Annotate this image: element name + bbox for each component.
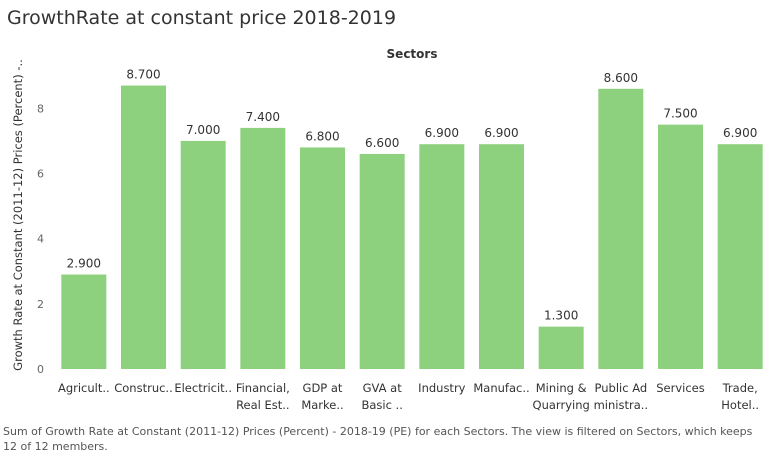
bars: 2.900 8.700 7.000 7.400 6.800 6.600 6.900 6.900… bbox=[61, 68, 763, 369]
data-label: 7.400 bbox=[246, 110, 280, 124]
y-tick-label: 0 bbox=[37, 363, 44, 376]
data-label: 1.300 bbox=[544, 309, 578, 323]
bar bbox=[419, 144, 465, 369]
bar bbox=[61, 274, 107, 369]
x-tick-label: Electricit.. bbox=[174, 381, 232, 395]
y-tick-label: 8 bbox=[37, 102, 44, 115]
y-tick-label: 2 bbox=[37, 298, 44, 311]
x-tick-label: GVA at bbox=[363, 381, 403, 395]
x-tick-label: ministra.. bbox=[594, 398, 648, 412]
y-axis-title: Growth Rate at Constant (2011-12) Prices… bbox=[11, 59, 25, 371]
bar bbox=[538, 326, 584, 369]
bar bbox=[598, 88, 644, 369]
data-label: 6.900 bbox=[723, 126, 757, 140]
bar bbox=[359, 153, 405, 369]
y-tick-label: 6 bbox=[37, 168, 44, 181]
data-label: 7.500 bbox=[663, 107, 697, 121]
bar bbox=[240, 127, 286, 369]
bar bbox=[658, 124, 703, 369]
x-tick-label: Quarrying bbox=[533, 398, 590, 412]
data-label: 6.900 bbox=[425, 126, 459, 140]
x-tick-label: Basic .. bbox=[361, 398, 402, 412]
bar bbox=[121, 85, 166, 369]
bar bbox=[180, 140, 226, 369]
column-header: Sectors bbox=[387, 47, 438, 61]
x-axis: Agricult.. Construc.. Electricit.. Financia… bbox=[58, 381, 759, 412]
x-tick-label: Agricult.. bbox=[58, 381, 110, 395]
x-tick-label: Services bbox=[656, 381, 705, 395]
y-tick-label: 4 bbox=[37, 233, 44, 246]
bar bbox=[717, 144, 763, 369]
bar-chart: Sectors Growth Rate at Constant (2011-12… bbox=[11, 47, 763, 412]
x-tick-label: Manufac.. bbox=[473, 381, 529, 395]
data-label: 7.000 bbox=[186, 123, 220, 137]
bar bbox=[479, 144, 524, 369]
data-label: 6.800 bbox=[305, 129, 339, 143]
x-tick-label: Real Est.. bbox=[236, 398, 290, 412]
data-label: 8.700 bbox=[126, 68, 160, 82]
data-label: 2.900 bbox=[67, 257, 101, 271]
chart-title: GrowthRate at constant price 2018-2019 bbox=[7, 7, 397, 29]
bar bbox=[300, 147, 345, 369]
data-label: 8.600 bbox=[604, 71, 638, 85]
chart-caption: Sum of Growth Rate at Constant (2011-12)… bbox=[3, 425, 753, 453]
data-label: 6.600 bbox=[365, 136, 399, 150]
x-tick-label: GDP at bbox=[303, 381, 343, 395]
x-tick-label: Industry bbox=[418, 381, 465, 395]
x-tick-label: Hotel.. bbox=[721, 398, 759, 412]
y-axis: 0 2 4 6 8 bbox=[37, 102, 44, 376]
x-tick-label: Financial, bbox=[236, 381, 290, 395]
x-tick-label: Public Ad bbox=[595, 381, 648, 395]
x-tick-label: Trade, bbox=[722, 381, 758, 395]
data-label: 6.900 bbox=[484, 126, 518, 140]
x-tick-label: Mining & bbox=[536, 381, 587, 395]
x-tick-label: Marke.. bbox=[301, 398, 343, 412]
x-tick-label: Construc.. bbox=[114, 381, 173, 395]
